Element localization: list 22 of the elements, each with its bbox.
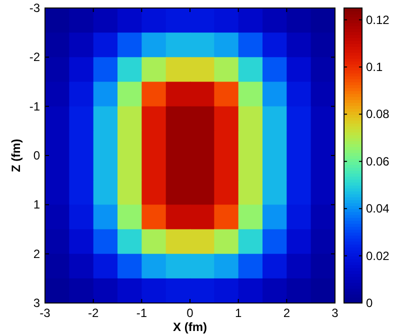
x-tick-label: 0 — [186, 306, 194, 320]
x-tick-label: 3 — [332, 306, 339, 320]
y-tick-label: 2 — [33, 246, 40, 261]
x-tick-label: -1 — [136, 306, 148, 320]
color-bar-label: 0.1 — [366, 60, 384, 74]
y-tick-label: -1 — [29, 99, 40, 114]
color-bar-label: 0.04 — [366, 202, 390, 216]
color-bar-label: 0.12 — [366, 12, 390, 27]
x-tick-label: 2 — [283, 306, 290, 320]
y-tick-label: -3 — [29, 1, 40, 15]
y-tick-label: 3 — [33, 296, 40, 310]
color-bar-label: 0.02 — [366, 248, 390, 263]
x-tick-label: -2 — [88, 306, 99, 320]
x-tick-label: 1 — [234, 306, 242, 320]
y-tick-label: 1 — [33, 198, 40, 212]
y-axis-title: Z (fm) — [9, 138, 23, 172]
x-axis-title: X (fm) — [173, 320, 207, 334]
color-bar-label: 0.08 — [366, 107, 390, 122]
color-bar-label: 0.06 — [366, 154, 390, 168]
color-bar-label: 0 — [366, 296, 373, 310]
y-tick-label: 0 — [33, 148, 40, 162]
y-tick-label: -2 — [29, 50, 40, 64]
